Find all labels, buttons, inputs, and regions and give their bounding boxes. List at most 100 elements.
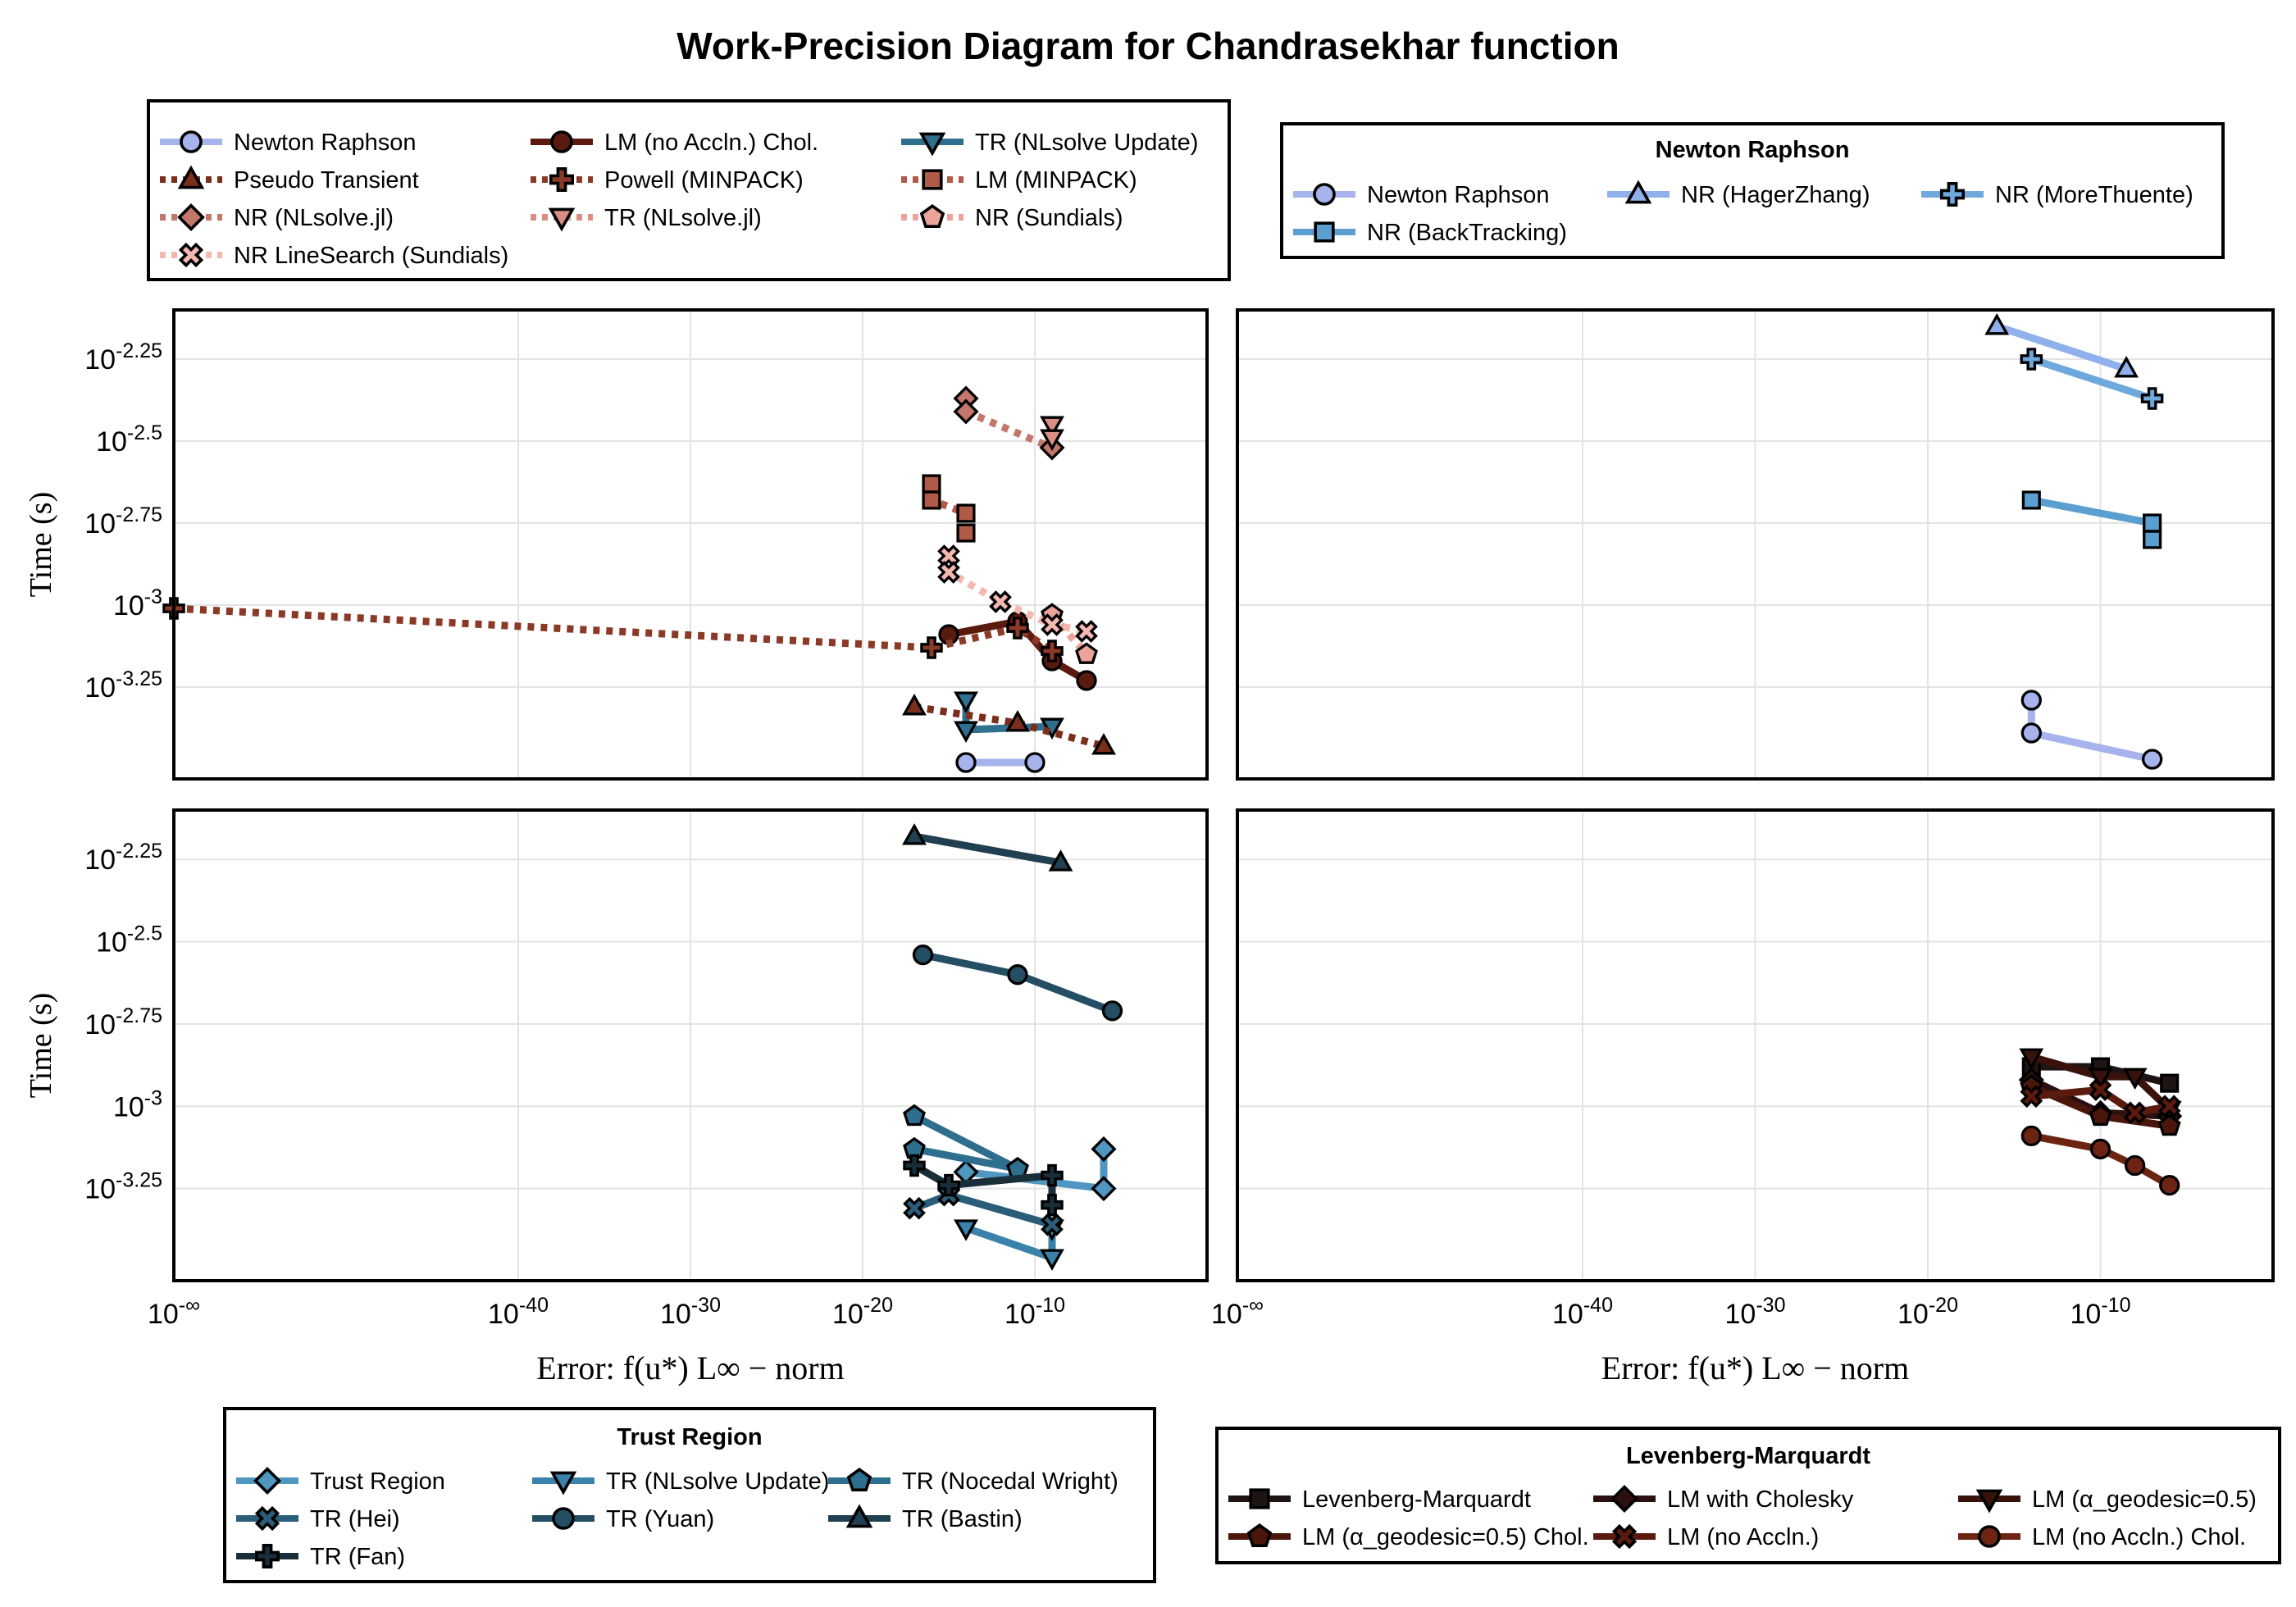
legend-bottom-left: Trust Region Trust Region TR (NLsolve Upda…: [223, 1407, 1156, 1583]
x-axis-ticks: 10-∞ 10-40 10-30 10-20 10-10: [1211, 1294, 2130, 1330]
legend-label: TR (NLsolve Update): [975, 130, 1198, 156]
legend-entry-trust-region: Trust Region: [236, 1467, 445, 1495]
data-point: [1024, 752, 1046, 773]
legend-frame: [223, 1407, 1156, 1583]
legend-label: Newton Raphson: [234, 130, 416, 156]
x-tick-label: 10-20: [1897, 1294, 1958, 1330]
legend-entry-tr-nocedal-wright: TR (Nocedal Wright): [828, 1467, 1118, 1495]
data-point: [1007, 964, 1028, 986]
series-nr-backtracking: [2021, 490, 2162, 549]
y-tick-label: 10-3: [113, 585, 162, 621]
legend-entry-tr-yuan: TR (Yuan): [532, 1506, 714, 1532]
series-line: [173, 604, 1055, 654]
legend-marker: [548, 207, 576, 232]
legend-marker: [552, 1507, 575, 1530]
panel-top-right: [1236, 308, 2275, 781]
data-point: [954, 691, 978, 714]
data-point: [1048, 849, 1073, 872]
legend-marker: [845, 1504, 873, 1528]
data-point: [2020, 1125, 2042, 1147]
data-point: [2159, 1174, 2180, 1196]
legend-marker: [180, 130, 203, 153]
x-tick-label: 10-∞: [1211, 1294, 1264, 1330]
series-line: [2030, 496, 2157, 539]
legend-marker: [1249, 1488, 1270, 1509]
y-axis-label: Time (s): [24, 993, 58, 1098]
data-point: [1006, 617, 1029, 640]
data-point: [937, 561, 960, 584]
legend-label: Powell (MINPACK): [604, 167, 804, 193]
legend-label: Trust Region: [310, 1468, 445, 1495]
data-point: [2019, 1048, 2044, 1071]
legend-marker: [1313, 183, 1336, 206]
legend-entry-lm-geodesic-0-5: LM (α_geodesic=0.5): [1958, 1486, 2257, 1514]
data-point: [1984, 312, 2010, 335]
legend-label: NR (HagerZhang): [1681, 182, 1870, 208]
legend-label: LM (MINPACK): [975, 167, 1137, 193]
legend-label: Levenberg-Marquardt: [1302, 1486, 1531, 1513]
series-tr-bastin: [902, 823, 1073, 872]
legend-label: LM (no Accln.) Chol.: [604, 130, 818, 156]
legend-marker: [550, 130, 573, 153]
gridlines: [1237, 810, 2273, 1281]
data-point: [2122, 1068, 2148, 1090]
legend-top-left: Newton Raphson LM (no Accln.) Chol. TR (NL…: [147, 99, 1231, 281]
data-point: [953, 398, 979, 425]
series-newton-raphson: [2020, 690, 2163, 770]
legend-marker: [254, 1544, 280, 1568]
legend-entry-tr-bastin: TR (Bastin): [828, 1504, 1023, 1532]
legend-marker: [922, 169, 943, 190]
plot-frame: [1236, 808, 2275, 1282]
legend-marker: [254, 1505, 280, 1532]
series-pseudo-transient: [902, 693, 1116, 755]
legend-label: TR (Bastin): [902, 1506, 1023, 1532]
data-point: [954, 1219, 978, 1241]
data-point: [2157, 1113, 2181, 1136]
series-lm-no-accln-chol: [2020, 1125, 2180, 1196]
legend-label: TR (NLsolve.jl): [604, 205, 762, 231]
legend-marker: [918, 132, 946, 157]
y-tick-label: 10-2.75: [84, 503, 162, 539]
figure-title: Work-Precision Diagram for Chandrasekhar…: [676, 25, 1619, 67]
legend-entry-lm-with-cholesky: LM with Cholesky: [1593, 1485, 1854, 1513]
x-tick-label: 10-40: [1552, 1294, 1613, 1330]
data-point: [1101, 1000, 1123, 1022]
y-tick-label: 10-2.5: [96, 922, 162, 958]
series-lm-minpack: [922, 474, 976, 543]
y-tick-label: 10-2.25: [84, 840, 162, 876]
x-tick-label: 10-40: [488, 1294, 549, 1330]
legend-entry-powell-minpack: Powell (MINPACK): [531, 167, 804, 193]
legend-marker: [1610, 1485, 1638, 1513]
legend-marker: [1978, 1525, 2001, 1548]
legend-frame: [1280, 122, 2225, 259]
gridlines: [174, 310, 1207, 779]
legend-label: LM (no Accln.): [1667, 1524, 1819, 1550]
data-point: [1075, 642, 1098, 664]
legend-marker: [1940, 182, 1965, 207]
legend-entry-lm-geodesic-0-5-chol: LM (α_geodesic=0.5) Chol.: [1228, 1523, 1589, 1550]
y-axis-ticks: 10-2.25 10-2.5 10-2.75 10-3 10-3.25: [84, 339, 162, 703]
series-line: [2030, 1131, 2171, 1189]
data-point: [2089, 1104, 2112, 1127]
data-point: [1040, 1249, 1064, 1271]
legend-entry-nr-linesearch-sundials: NR LineSearch (Sundials): [160, 242, 508, 269]
gridlines: [174, 810, 1207, 1281]
x-axis-label: Error: f(u*) L∞ − norm: [1601, 1350, 1909, 1386]
data-point: [2020, 1085, 2043, 1109]
legend-label: NR (MoreThuente): [1995, 182, 2194, 208]
series-line: [913, 1191, 1054, 1229]
legend-label: LM with Cholesky: [1667, 1486, 1854, 1513]
x-tick-label: 10-10: [1004, 1294, 1065, 1330]
legend-entry-nr-backtracking: NR (BackTracking): [1293, 220, 1567, 246]
series-nr-hagerzhang: [1984, 312, 2139, 378]
data-point: [2089, 1078, 2112, 1102]
legend-entry-lm-minpack: LM (MINPACK): [901, 167, 1137, 193]
y-tick-label: 10-3: [113, 1086, 162, 1122]
series-line: [2029, 355, 2153, 403]
series-line: [2030, 1086, 2171, 1117]
legend-label: TR (Hei): [310, 1506, 400, 1532]
legend-label: LM (no Accln.) Chol.: [2032, 1524, 2246, 1550]
series-line: [912, 1162, 1056, 1205]
legend-label: LM (α_geodesic=0.5): [2032, 1486, 2257, 1513]
